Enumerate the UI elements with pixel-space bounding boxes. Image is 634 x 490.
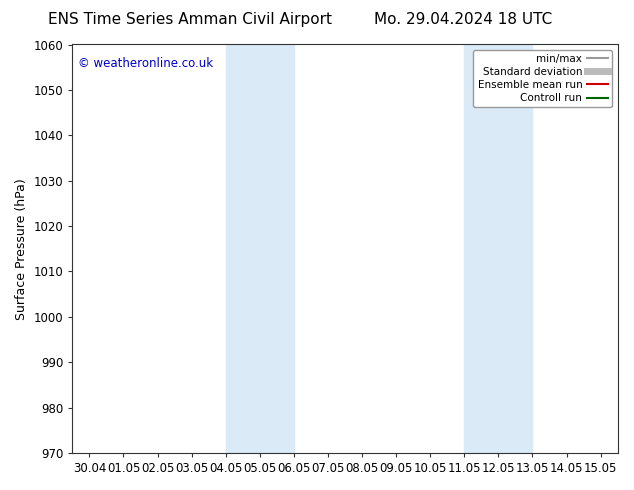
Text: Mo. 29.04.2024 18 UTC: Mo. 29.04.2024 18 UTC [373, 12, 552, 27]
Bar [464, 45, 533, 453]
Text: ENS Time Series Amman Civil Airport: ENS Time Series Amman Civil Airport [48, 12, 332, 27]
Legend: min/max, Standard deviation, Ensemble mean run, Controll run: min/max, Standard deviation, Ensemble me… [474, 49, 612, 107]
Y-axis label: Surface Pressure (hPa): Surface Pressure (hPa) [15, 178, 28, 319]
Bar [226, 45, 294, 453]
Text: © weatheronline.co.uk: © weatheronline.co.uk [78, 57, 213, 70]
